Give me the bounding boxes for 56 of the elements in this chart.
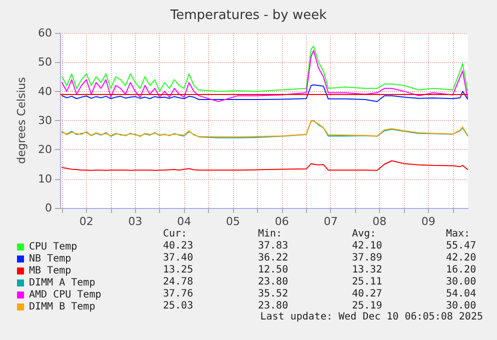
legend-label: CPU Temp — [29, 242, 78, 252]
x-tick-label: 05 — [226, 215, 240, 228]
text: 40.27 — [352, 288, 382, 300]
x-tick-label: 07 — [324, 215, 338, 228]
line-series — [61, 160, 468, 171]
legend-label: MB Temp — [29, 266, 72, 276]
text: 24.78 — [163, 276, 194, 288]
text: 55.47 — [446, 240, 476, 252]
text: 12.50 — [258, 264, 288, 276]
text: 54.04 — [446, 288, 476, 300]
text: 30.00 — [446, 300, 476, 312]
legend-label: AMD CPU Temp — [29, 290, 102, 300]
text: 37.40 — [163, 252, 194, 264]
text: Last update: Wed Dec 10 06:05:08 2025 — [260, 312, 483, 322]
legend-label: DIMM A Temp — [29, 278, 96, 288]
text: 36.22 — [258, 252, 288, 264]
y-tick-label: 20 — [38, 143, 52, 156]
text: 30.00 — [446, 276, 476, 288]
y-tick-label: 0 — [45, 202, 52, 214]
x-tick-label: 09 — [421, 215, 436, 228]
x-tick-label: 06 — [274, 215, 289, 228]
text: 23.80 — [258, 276, 288, 288]
y-tick-label: 10 — [38, 172, 52, 186]
text: Max: — [446, 228, 470, 240]
text: 25.19 — [352, 300, 382, 312]
x-tick-label: 02 — [79, 215, 94, 228]
y-tick-label: 50 — [38, 56, 52, 69]
y-tick-label: 40 — [38, 84, 52, 98]
x-tick-label: 03 — [128, 215, 142, 228]
x-tick-label: 04 — [177, 215, 192, 228]
chart-title: Temperatures - by week — [169, 8, 328, 23]
legend-label: DIMM B Temp — [29, 302, 96, 312]
text: 25.03 — [163, 300, 194, 312]
line-series — [61, 50, 468, 102]
x-tick-label: 08 — [372, 215, 387, 228]
text: Min: — [258, 228, 282, 240]
text: 35.52 — [258, 288, 288, 300]
text: 37.83 — [258, 240, 288, 252]
text: 16.20 — [446, 264, 476, 276]
line-series — [61, 84, 468, 102]
legend-label: NB Temp — [29, 254, 72, 264]
text: 40.23 — [163, 240, 194, 252]
text: 37.76 — [163, 288, 194, 300]
text: 42.20 — [446, 252, 476, 264]
text: 37.89 — [352, 252, 382, 264]
line-series — [61, 46, 468, 92]
y-tick-label: 60 — [38, 26, 52, 40]
text: 25.11 — [352, 276, 382, 288]
text: 23.80 — [258, 300, 288, 312]
text: 13.32 — [352, 264, 382, 276]
text: 13.25 — [163, 264, 194, 276]
text: Cur: — [163, 228, 188, 240]
y-tick-label: 30 — [38, 114, 52, 127]
text: Avg: — [352, 228, 376, 240]
y-axis-title: degrees Celsius — [15, 76, 28, 164]
text: 42.10 — [352, 240, 382, 252]
